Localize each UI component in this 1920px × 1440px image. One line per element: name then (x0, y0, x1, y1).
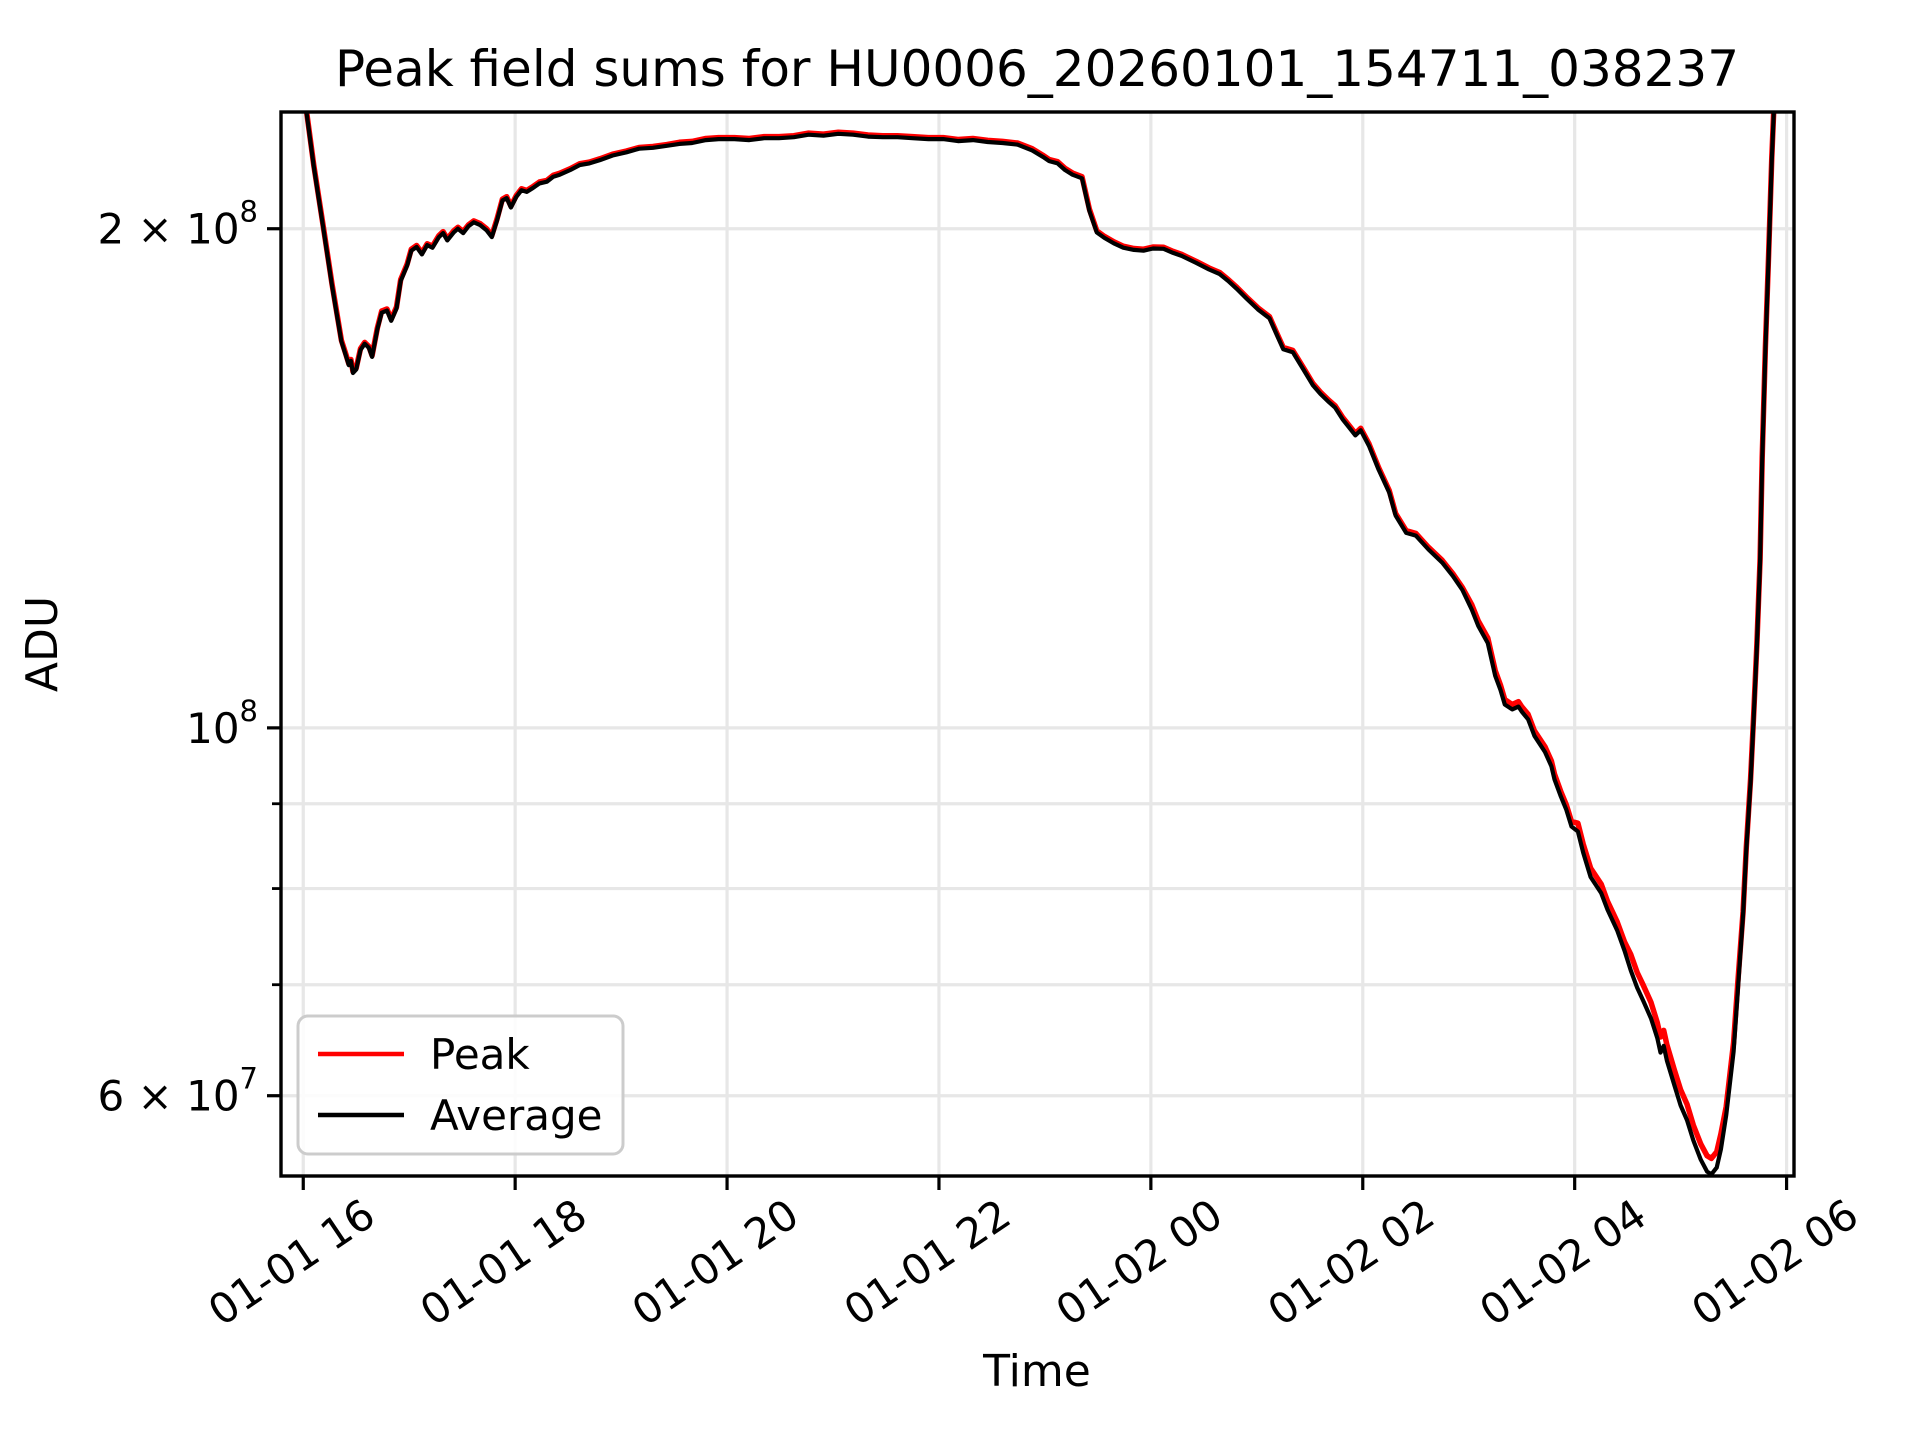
chart-title: Peak field sums for HU0006_20260101_1547… (335, 40, 1739, 98)
legend-average-label: Average (430, 1091, 602, 1140)
x-tick-label: 01-02 04 (1471, 1189, 1655, 1335)
plot-border (279, 110, 1796, 1178)
x-axis-label: Time (982, 1346, 1091, 1397)
x-tick-label: 01-02 02 (1259, 1189, 1443, 1335)
x-tick-label: 01-01 16 (200, 1189, 384, 1335)
average-line (304, 112, 1776, 1176)
x-tick-label: 01-01 22 (835, 1189, 1019, 1335)
series-layer (303, 112, 1777, 1176)
x-tick-label: 01-01 18 (411, 1189, 595, 1335)
x-tick-label: 01-02 00 (1047, 1189, 1231, 1335)
legend-peak-label: Peak (430, 1030, 530, 1079)
legend-box (296, 1014, 625, 1156)
x-tick-label: 01-02 06 (1683, 1189, 1867, 1335)
legend: Peak Average (296, 1014, 625, 1156)
x-tick-label: 01-01 20 (623, 1189, 807, 1335)
y-tick-label: 108 (186, 694, 258, 753)
y-tick-label: 6 × 107 (97, 1062, 258, 1121)
y-axis-label: ADU (17, 596, 68, 692)
y-tick-label: 2 × 108 (97, 195, 258, 254)
